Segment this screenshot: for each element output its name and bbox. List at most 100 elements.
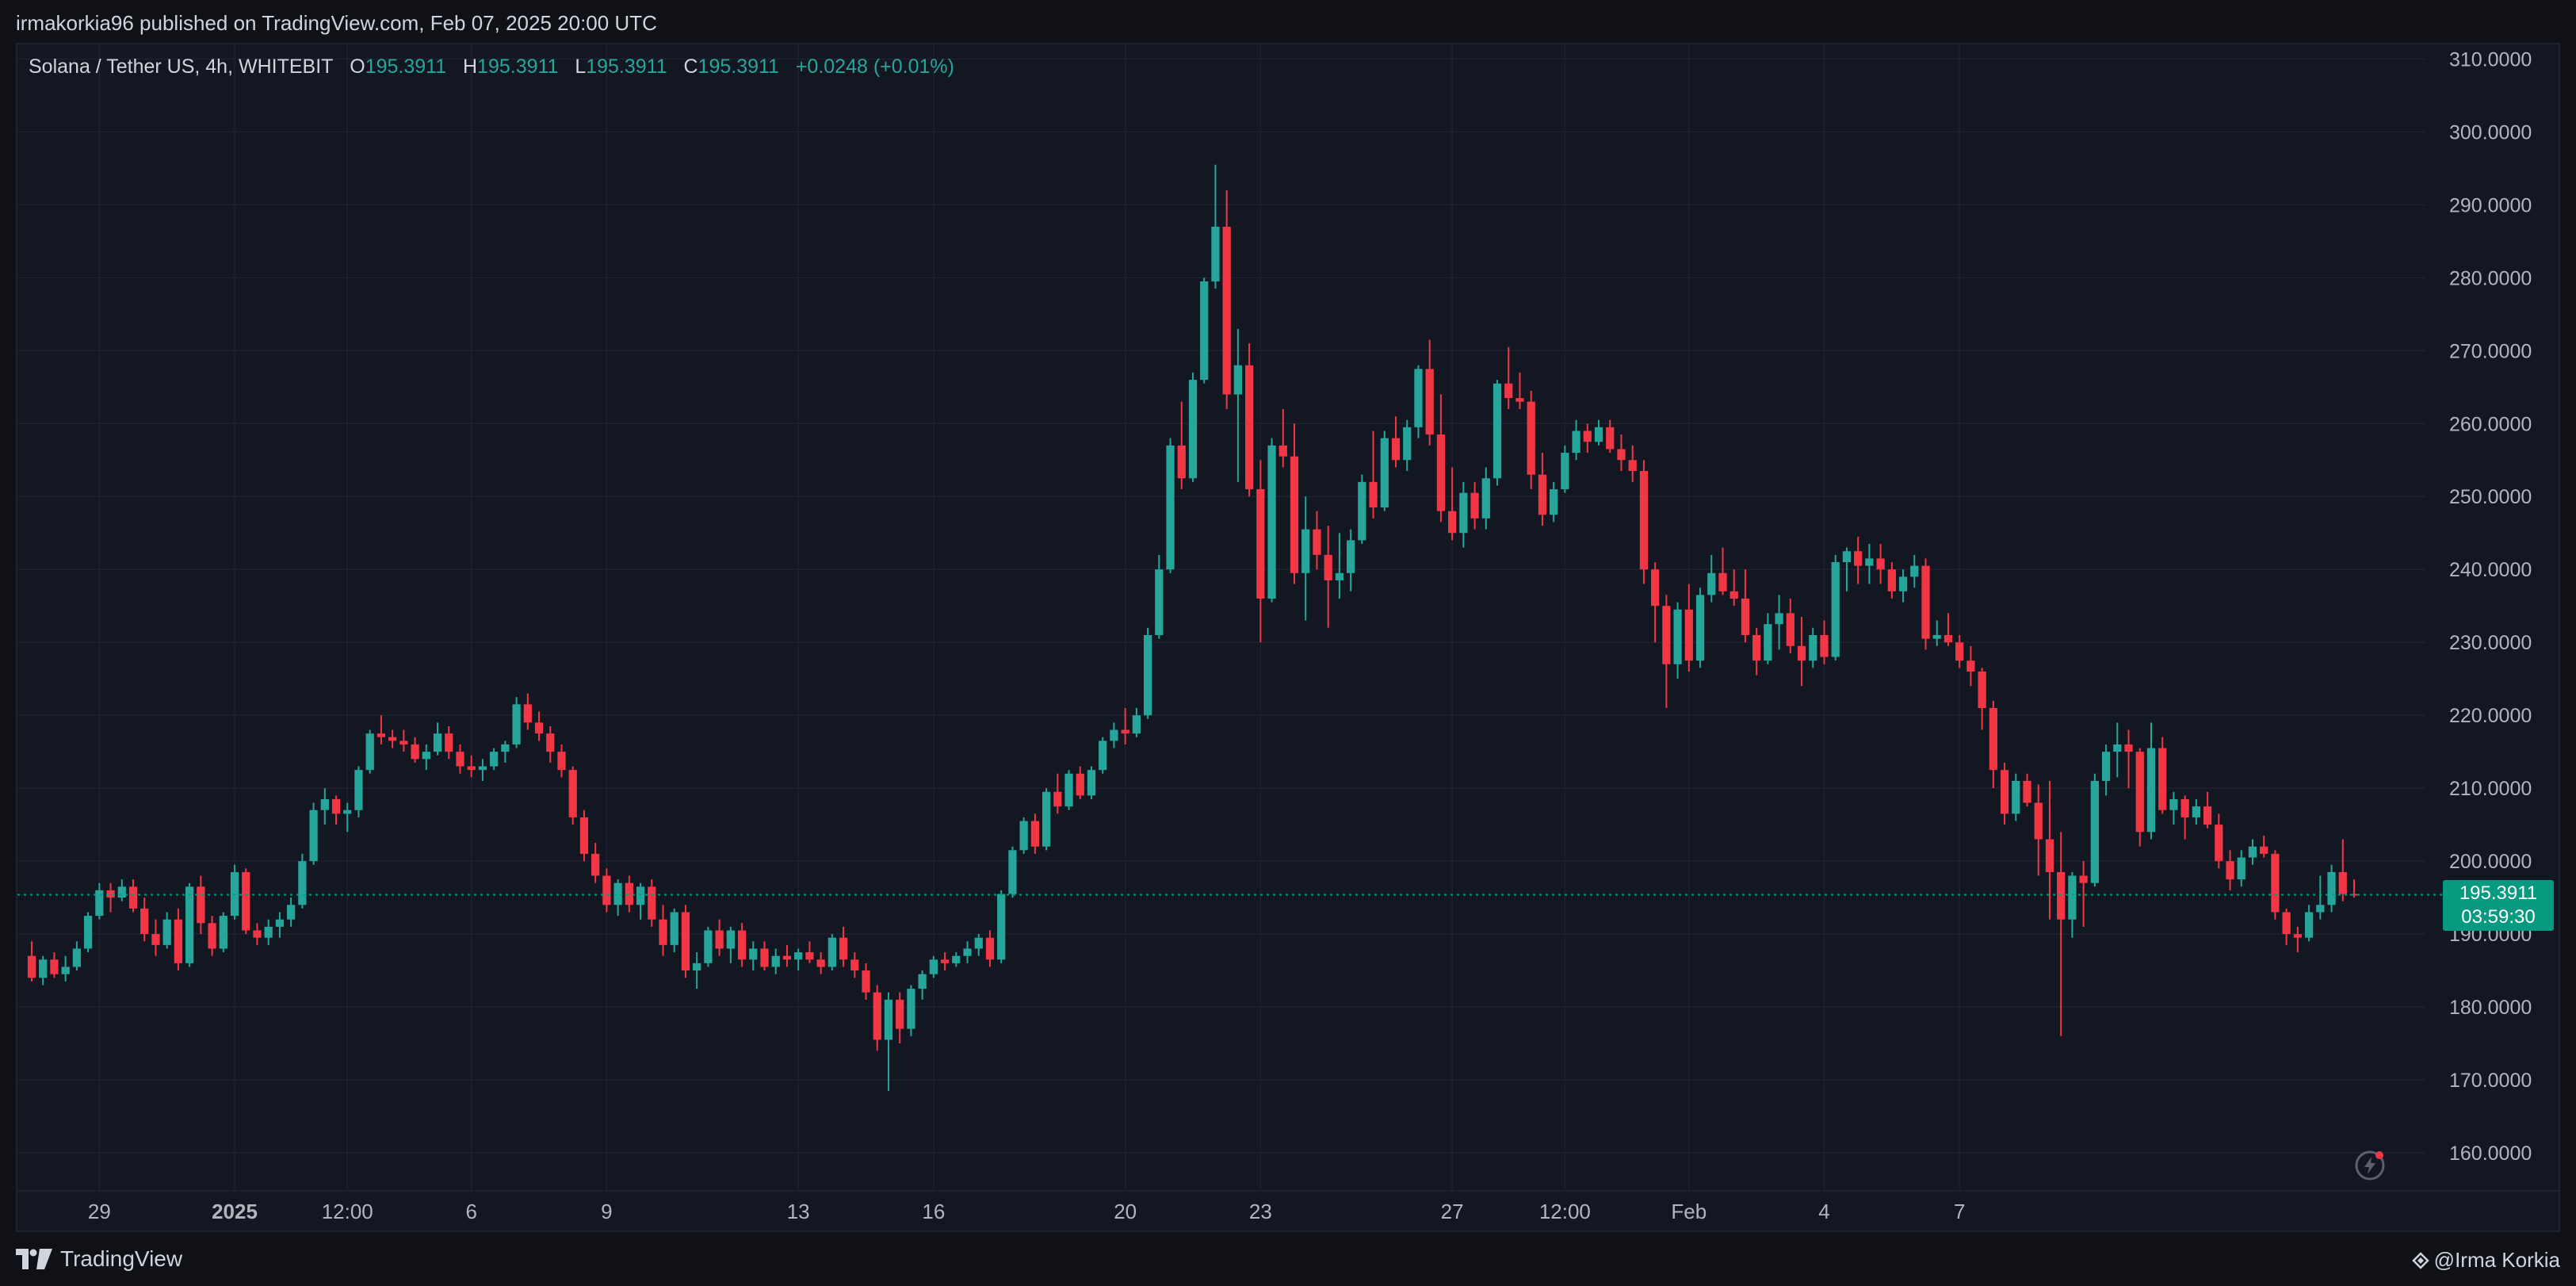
candle[interactable] — [896, 992, 904, 1044]
candle[interactable] — [557, 744, 566, 778]
candle[interactable] — [1910, 554, 1919, 588]
candle[interactable] — [974, 934, 983, 956]
candle[interactable] — [827, 934, 836, 971]
candle[interactable] — [636, 882, 645, 920]
candle[interactable] — [952, 952, 961, 967]
candle[interactable] — [2271, 850, 2280, 920]
candle[interactable] — [591, 843, 600, 883]
candle[interactable] — [1673, 602, 1682, 679]
candle[interactable] — [1921, 558, 1930, 650]
candle[interactable] — [1572, 419, 1580, 461]
candle[interactable] — [2124, 729, 2133, 789]
candle[interactable] — [2079, 861, 2088, 927]
candle[interactable] — [2135, 748, 2144, 847]
candle[interactable] — [963, 941, 972, 963]
candle[interactable] — [749, 941, 758, 971]
candle[interactable] — [862, 963, 870, 1000]
candle[interactable] — [1019, 817, 1028, 854]
candle[interactable] — [1809, 627, 1817, 668]
candle[interactable] — [1301, 496, 1310, 621]
candle[interactable] — [715, 919, 724, 956]
candle[interactable] — [2101, 744, 2111, 796]
candle[interactable] — [95, 882, 104, 920]
candle[interactable] — [343, 802, 352, 832]
candle[interactable] — [1414, 365, 1423, 438]
candle[interactable] — [1132, 707, 1141, 737]
candle[interactable] — [2023, 773, 2031, 807]
candle[interactable] — [2349, 879, 2359, 898]
candle[interactable] — [433, 722, 442, 756]
candle[interactable] — [648, 879, 656, 927]
candle[interactable] — [1606, 419, 1615, 454]
candle[interactable] — [2169, 791, 2178, 825]
candle[interactable] — [1752, 627, 1761, 676]
candle[interactable] — [1741, 569, 1750, 643]
candle[interactable] — [1188, 372, 1198, 482]
candle[interactable] — [1538, 453, 1547, 526]
candle[interactable] — [794, 948, 803, 971]
candle[interactable] — [298, 853, 307, 909]
candle[interactable] — [365, 729, 374, 774]
candle[interactable] — [411, 737, 419, 763]
candle[interactable] — [219, 912, 227, 953]
candle[interactable] — [2045, 780, 2054, 920]
candle[interactable] — [1820, 620, 1829, 664]
candle[interactable] — [1527, 390, 1535, 490]
candle[interactable] — [128, 879, 138, 913]
candle[interactable] — [918, 970, 927, 1000]
candle[interactable] — [1842, 547, 1852, 591]
candle[interactable] — [1786, 599, 1794, 653]
candle[interactable] — [1335, 533, 1344, 599]
candle[interactable] — [1076, 766, 1084, 799]
candle[interactable] — [1358, 474, 1366, 545]
candle[interactable] — [1470, 481, 1479, 530]
candle[interactable] — [1391, 416, 1401, 468]
candle[interactable] — [2180, 795, 2189, 840]
candle[interactable] — [1177, 401, 1186, 490]
candle[interactable] — [985, 930, 995, 967]
candle[interactable] — [1436, 394, 1446, 522]
candle[interactable] — [2248, 839, 2257, 865]
candle[interactable] — [568, 766, 577, 825]
candle[interactable] — [1448, 467, 1457, 541]
candle[interactable] — [388, 729, 397, 748]
candle[interactable] — [1966, 645, 1975, 687]
candle[interactable] — [1008, 846, 1017, 898]
candle[interactable] — [1313, 511, 1321, 570]
candle[interactable] — [534, 711, 544, 741]
candle[interactable] — [1978, 668, 1986, 730]
candle[interactable] — [106, 882, 115, 913]
author-credit[interactable]: @Irma Korkia — [2411, 1248, 2560, 1273]
candle[interactable] — [2057, 832, 2066, 1036]
candle[interactable] — [1256, 460, 1265, 643]
candle[interactable] — [1380, 431, 1389, 511]
candle[interactable] — [704, 926, 713, 967]
candle[interactable] — [907, 985, 915, 1036]
candle[interactable] — [1764, 613, 1772, 664]
candle[interactable] — [2237, 850, 2245, 887]
candle[interactable] — [2203, 791, 2212, 829]
candle[interactable] — [1222, 189, 1231, 409]
candle[interactable] — [2192, 798, 2200, 825]
candle[interactable] — [275, 912, 285, 938]
candle[interactable] — [1628, 445, 1637, 482]
candle[interactable] — [625, 875, 633, 913]
candle[interactable] — [242, 868, 250, 935]
candle[interactable] — [1695, 588, 1705, 668]
candle[interactable] — [1797, 617, 1806, 687]
candle[interactable] — [230, 864, 239, 920]
candle[interactable] — [1887, 562, 1896, 599]
candle[interactable] — [354, 766, 363, 817]
candle[interactable] — [1166, 438, 1175, 573]
candle[interactable] — [1053, 773, 1062, 814]
candle[interactable] — [2316, 875, 2325, 920]
candle[interactable] — [1211, 164, 1220, 289]
candle[interactable] — [805, 941, 814, 963]
candle[interactable] — [117, 879, 126, 901]
candle[interactable] — [1324, 526, 1332, 628]
candle[interactable] — [1775, 595, 1783, 650]
candle[interactable] — [309, 802, 318, 865]
candle[interactable] — [1831, 554, 1840, 661]
candle[interactable] — [929, 955, 938, 978]
candle[interactable] — [1662, 595, 1671, 708]
